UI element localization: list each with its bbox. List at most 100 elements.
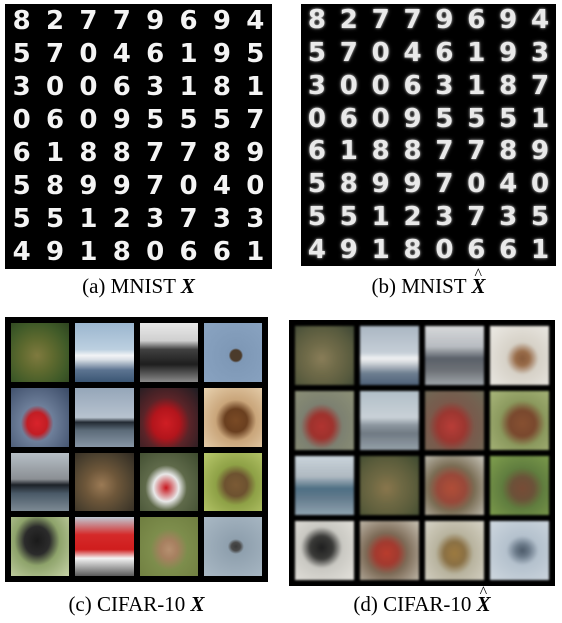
digit-cell: 0: [246, 171, 265, 202]
digit-cell: 8: [212, 71, 231, 102]
digit-cell: 5: [467, 103, 486, 134]
digit-cell: 6: [403, 70, 422, 101]
digit-cell: 8: [46, 171, 65, 202]
digit-cell: 1: [79, 237, 98, 268]
digit-cell: 3: [12, 71, 31, 102]
digit-cell: 3: [246, 204, 265, 235]
digit-cell: 6: [46, 104, 65, 135]
digit-cell: 9: [79, 171, 98, 202]
digit-cell: 0: [46, 71, 65, 102]
digit-cell: 3: [531, 38, 550, 69]
digit-cell: 0: [339, 70, 358, 101]
image-tile: [490, 456, 549, 515]
image-tile: [203, 452, 262, 512]
digit-cell: 6: [12, 138, 31, 169]
image-tile: [11, 452, 70, 512]
digit-cell: 1: [371, 234, 390, 265]
digit-cell: 8: [403, 136, 422, 167]
digit-cell: 6: [179, 237, 198, 268]
image-tile: [203, 387, 262, 447]
digit-cell: 7: [246, 104, 265, 135]
caption-b: (b) MNIST ^ X: [301, 266, 556, 299]
caption-a-prefix: (a) MNIST: [82, 274, 176, 298]
image-tile: [425, 456, 484, 515]
digit-cell: 3: [146, 204, 165, 235]
digit-cell: 0: [79, 104, 98, 135]
digit-cell: 9: [403, 169, 422, 200]
digit-cell: 6: [307, 136, 326, 167]
digit-cell: 7: [179, 204, 198, 235]
digit-cell: 8: [339, 169, 358, 200]
digit-cell: 9: [435, 5, 454, 36]
image-tile: [75, 452, 134, 512]
image-tile: [360, 326, 419, 385]
digit-cell: 8: [112, 237, 131, 268]
image-tile: [425, 391, 484, 450]
digit-cell: 7: [146, 171, 165, 202]
image-tile: [11, 323, 70, 382]
digit-cell: 7: [435, 169, 454, 200]
digit-cell: 5: [307, 169, 326, 200]
digit-cell: 0: [146, 237, 165, 268]
digit-cell: 3: [435, 70, 454, 101]
image-tile: [425, 326, 484, 385]
digit-cell: 7: [531, 70, 550, 101]
digit-cell: 1: [531, 103, 550, 134]
image-tile: [295, 326, 354, 385]
digit-cell: 9: [246, 138, 265, 169]
digit-cell: 2: [339, 5, 358, 36]
digit-cell: 7: [339, 38, 358, 69]
digit-cell: 0: [467, 169, 486, 200]
digit-cell: 1: [371, 201, 390, 232]
digit-cell: 7: [46, 38, 65, 69]
digit-cell: 9: [499, 5, 518, 36]
digit-cell: 5: [46, 204, 65, 235]
digit-cell: 8: [307, 5, 326, 36]
digit-cell: 8: [212, 138, 231, 169]
image-tile: [139, 387, 198, 447]
image-tile: [425, 521, 484, 580]
image-tile: [11, 387, 70, 447]
digit-cell: 6: [467, 5, 486, 36]
digit-cell: 8: [112, 138, 131, 169]
digit-cell: 1: [79, 204, 98, 235]
digit-cell: 5: [307, 201, 326, 232]
digit-cell: 5: [179, 104, 198, 135]
digit-cell: 0: [435, 234, 454, 265]
caption-b-prefix: (b) MNIST: [371, 274, 467, 298]
digit-cell: 4: [403, 38, 422, 69]
digit-cell: 7: [79, 5, 98, 36]
image-tile: [360, 391, 419, 450]
digit-cell: 2: [403, 201, 422, 232]
digit-cell: 0: [79, 71, 98, 102]
image-tile: [75, 323, 134, 382]
digit-cell: 8: [499, 136, 518, 167]
digit-cell: 9: [112, 104, 131, 135]
caption-a-var: X: [180, 274, 195, 298]
digit-cell: 0: [371, 38, 390, 69]
digit-cell: 0: [531, 169, 550, 200]
caption-d-prefix: (d) CIFAR-10: [353, 592, 472, 616]
image-tile: [490, 521, 549, 580]
digit-cell: 6: [146, 38, 165, 69]
digit-cell: 7: [112, 5, 131, 36]
digit-cell: 0: [79, 38, 98, 69]
digit-cell: 1: [339, 136, 358, 167]
caption-c-var: X: [190, 592, 205, 616]
digit-cell: 7: [146, 138, 165, 169]
image-tile: [11, 517, 70, 576]
digit-cell: 7: [467, 136, 486, 167]
digit-cell: 8: [371, 136, 390, 167]
caption-d: (d) CIFAR-10 ^ X: [289, 584, 555, 617]
image-tile: [139, 323, 198, 382]
digit-cell: 3: [307, 70, 326, 101]
digit-cell: 1: [179, 71, 198, 102]
caption-b-var: X: [471, 274, 486, 298]
cifar-reconstruction-grid: [289, 320, 555, 586]
digit-cell: 4: [212, 171, 231, 202]
digit-cell: 1: [467, 38, 486, 69]
digit-cell: 5: [435, 103, 454, 134]
digit-cell: 7: [371, 5, 390, 36]
digit-cell: 5: [339, 201, 358, 232]
